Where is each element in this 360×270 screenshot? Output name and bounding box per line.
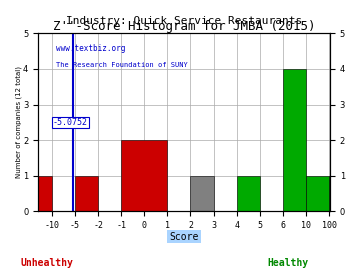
Bar [121,140,167,211]
Text: Industry: Quick Service Restaurants: Industry: Quick Service Restaurants [66,16,302,26]
Bar [283,69,306,211]
Bar [75,176,98,211]
Text: The Research Foundation of SUNY: The Research Foundation of SUNY [55,62,187,68]
Y-axis label: Number of companies (12 total): Number of companies (12 total) [15,66,22,178]
Bar [38,176,52,211]
Bar [306,176,329,211]
Bar [237,176,260,211]
Bar [190,176,213,211]
Bar [329,176,330,211]
X-axis label: Score: Score [169,231,199,241]
Text: -5.0752: -5.0752 [53,118,88,127]
Title: Z''-Score Histogram for JMBA (2015): Z''-Score Histogram for JMBA (2015) [53,20,315,33]
Text: www.textbiz.org: www.textbiz.org [55,44,125,53]
Text: Unhealthy: Unhealthy [21,258,73,268]
Text: Healthy: Healthy [267,258,309,268]
